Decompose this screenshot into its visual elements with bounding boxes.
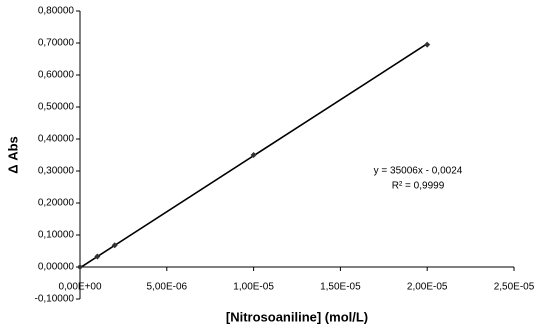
x-tick-label: 2,50E-05 bbox=[494, 282, 535, 293]
r-squared: R² = 0,9999 bbox=[392, 181, 445, 192]
y-tick-label: 0,10000 bbox=[38, 230, 75, 241]
data-point bbox=[424, 41, 431, 48]
y-tick-label: 0,40000 bbox=[38, 134, 75, 145]
data-point bbox=[250, 152, 257, 158]
x-tick-label: 5,00E-06 bbox=[147, 282, 188, 293]
x-tick-label: 1,00E-05 bbox=[233, 282, 274, 293]
data-point bbox=[77, 264, 83, 270]
y-tick-label: 0,70000 bbox=[38, 38, 75, 49]
x-axis-label: [Nitrosoaniline] (mol/L) bbox=[226, 309, 368, 324]
y-tick-label: 0,60000 bbox=[38, 70, 75, 81]
y-tick-label: 0,00000 bbox=[38, 262, 75, 273]
x-tick-label: 0,00E+00 bbox=[58, 282, 102, 293]
y-tick-label: 0,30000 bbox=[38, 166, 75, 177]
x-tick-label: 2,00E-05 bbox=[407, 282, 448, 293]
y-axis-label: Δ Abs bbox=[5, 136, 20, 174]
x-tick-label: 1,50E-05 bbox=[320, 282, 361, 293]
y-tick-label: 0,80000 bbox=[38, 6, 75, 17]
y-tick-label: 0,50000 bbox=[38, 102, 75, 113]
y-tick-label: 0,20000 bbox=[38, 198, 75, 209]
data-point bbox=[111, 242, 118, 249]
equation: y = 35006x - 0,0024 bbox=[374, 166, 463, 177]
y-tick-label: -0,10000 bbox=[35, 294, 75, 305]
data-point bbox=[94, 253, 101, 260]
